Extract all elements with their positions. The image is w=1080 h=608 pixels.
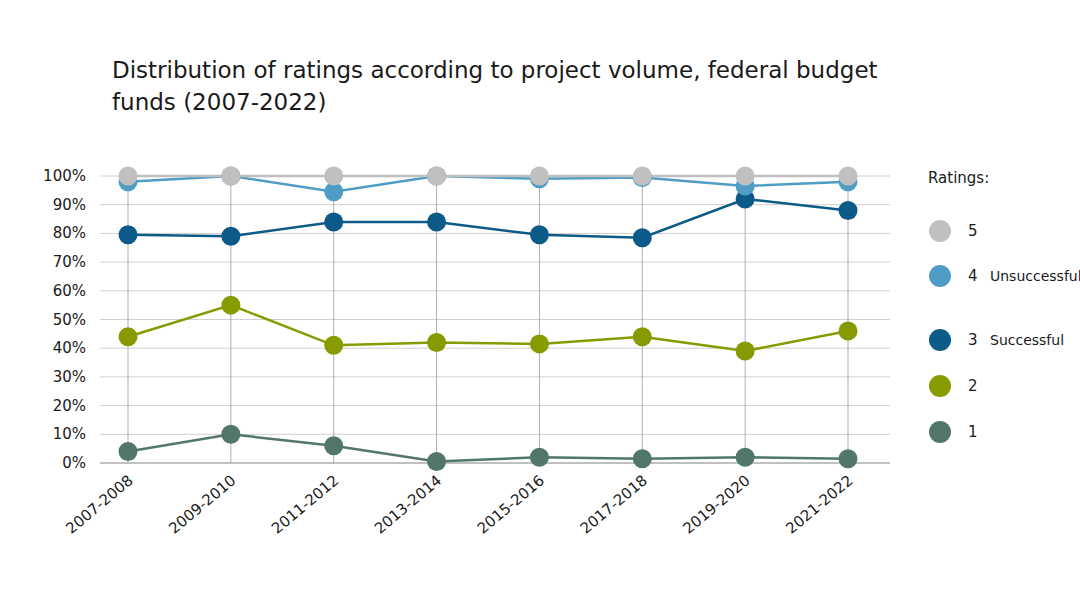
grid-line	[100, 405, 890, 406]
marker	[736, 342, 755, 361]
x-tick-label: 2013-2014	[371, 471, 445, 537]
category-grid-line	[642, 176, 643, 463]
y-tick-label: 40%	[53, 339, 86, 357]
marker	[324, 212, 343, 231]
marker	[221, 227, 240, 246]
marker	[530, 225, 549, 244]
legend-label: 3	[968, 331, 978, 349]
legend-label: 5	[968, 222, 978, 240]
x-tick-label: 2007-2008	[62, 471, 136, 537]
marker	[633, 327, 652, 346]
y-tick-label: 50%	[53, 311, 86, 329]
marker	[530, 334, 549, 353]
legend: Ratings: 5 4 Unsuccessful 3 Successful 2 1	[928, 169, 1080, 443]
marker	[839, 321, 858, 340]
marker	[119, 327, 138, 346]
x-tick-label: 2011-2012	[268, 471, 342, 537]
legend-swatch	[929, 220, 951, 242]
title: Distribution of ratings according to pro…	[112, 57, 878, 115]
legend-title: Ratings:	[928, 169, 989, 187]
marker	[221, 296, 240, 315]
marker	[530, 448, 549, 467]
y-tick-label: 30%	[53, 368, 86, 386]
chart: Distribution of ratings according to pro…	[0, 0, 1080, 608]
marker	[839, 167, 858, 186]
legend-annotation: Unsuccessful	[990, 268, 1080, 284]
x-axis	[100, 463, 890, 464]
y-tick-label: 70%	[53, 253, 86, 271]
legend-swatch	[929, 329, 951, 351]
x-tick-label: 2015-2016	[474, 471, 548, 537]
x-tick-label: 2017-2018	[577, 471, 651, 537]
y-tick-label: 90%	[53, 196, 86, 214]
grid-line	[100, 176, 890, 177]
legend-label: 4	[968, 267, 978, 285]
y-tick-label: 100%	[43, 167, 86, 185]
marker	[736, 167, 755, 186]
grid-line	[100, 262, 890, 263]
marker	[427, 212, 446, 231]
marker	[427, 167, 446, 186]
marker	[119, 167, 138, 186]
category-grid-line	[745, 176, 746, 463]
x-tick-label: 2021-2022	[782, 471, 856, 537]
marker	[427, 452, 446, 471]
x-tick-label: 2019-2020	[680, 471, 754, 537]
marker	[221, 167, 240, 186]
marker	[839, 449, 858, 468]
grid-line	[100, 319, 890, 320]
y-tick-label: 20%	[53, 397, 86, 415]
grid	[100, 176, 890, 463]
marker	[633, 167, 652, 186]
legend-label: 2	[968, 377, 978, 395]
marker	[324, 436, 343, 455]
grid-line	[100, 290, 890, 291]
legend-swatch	[929, 265, 951, 287]
legend-swatch	[929, 421, 951, 443]
category-grid-line	[539, 176, 540, 463]
grid-line	[100, 434, 890, 435]
y-tick-label: 80%	[53, 224, 86, 242]
marker	[119, 225, 138, 244]
marker	[427, 167, 446, 186]
marker	[633, 449, 652, 468]
plot-area	[119, 167, 858, 472]
marker	[119, 442, 138, 461]
y-tick-label: 0%	[62, 454, 86, 472]
grid-line	[100, 204, 890, 205]
marker	[221, 425, 240, 444]
y-tick-label: 60%	[53, 282, 86, 300]
marker	[427, 333, 446, 352]
marker	[633, 228, 652, 247]
category-grid-line	[230, 176, 231, 463]
marker	[324, 336, 343, 355]
grid-line	[100, 376, 890, 377]
legend-annotation: Successful	[990, 332, 1064, 348]
marker	[736, 448, 755, 467]
x-tick-label: 2009-2010	[165, 471, 239, 537]
grid-line	[100, 348, 890, 349]
y-tick-label: 10%	[53, 425, 86, 443]
category-grid-line	[128, 176, 129, 463]
marker	[530, 167, 549, 186]
legend-swatch	[929, 375, 951, 397]
grid-line	[100, 463, 890, 464]
marker	[324, 167, 343, 186]
legend-label: 1	[968, 423, 978, 441]
marker	[839, 201, 858, 220]
marker	[221, 167, 240, 186]
grid-line	[100, 233, 890, 234]
